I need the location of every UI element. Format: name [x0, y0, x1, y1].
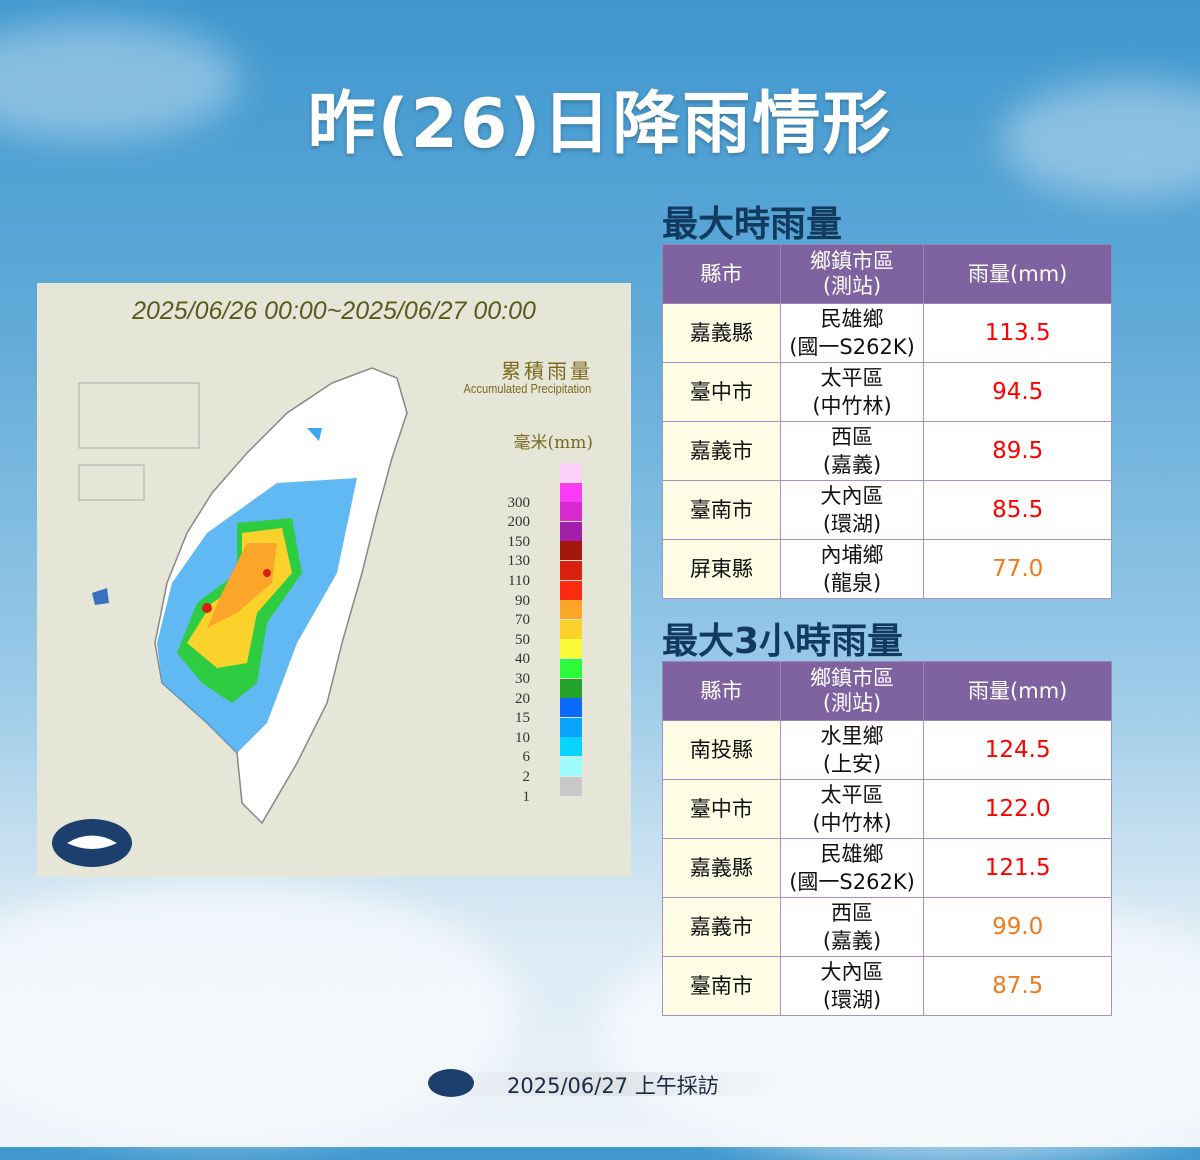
legend-swatch	[560, 580, 582, 600]
legend-tick: 110	[508, 573, 530, 589]
legend-tick: 15	[515, 710, 530, 727]
station-cell: 水里鄉 (上安)	[779, 720, 925, 780]
county-cell: 嘉義縣	[662, 303, 781, 363]
table-row: 嘉義市 西區 (嘉義) 99.0	[662, 897, 1112, 957]
legend-tick: 70	[515, 612, 530, 629]
legend-swatch	[560, 541, 582, 561]
rainfall-map: 2025/06/26 00:00~2025/06/27 00:00 累積雨量 A…	[37, 283, 631, 877]
legend-swatch	[560, 502, 582, 522]
rainfall-value: 77.0	[923, 539, 1112, 599]
legend-swatch	[560, 678, 582, 698]
table-header: 縣市 鄉鎮市區 (測站) 雨量(mm)	[662, 661, 1112, 721]
legend-swatch	[560, 619, 582, 639]
table-row: 臺南市 大內區 (環湖) 87.5	[662, 956, 1112, 1016]
legend-swatch	[560, 521, 582, 541]
county-cell: 屏東縣	[662, 539, 781, 599]
legend-tick: 2	[522, 769, 531, 785]
legend-swatch	[560, 698, 582, 718]
rainfall-value: 121.5	[923, 838, 1112, 898]
county-cell: 嘉義縣	[662, 838, 781, 898]
county-cell: 嘉義市	[662, 421, 781, 481]
legend-swatch	[560, 561, 582, 580]
map-date-range: 2025/06/26 00:00~2025/06/27 00:00	[132, 297, 536, 325]
legend-tick: 10	[515, 729, 530, 746]
legend-swatch	[560, 717, 582, 737]
station-cell: 西區 (嘉義)	[779, 421, 925, 481]
county-cell: 臺南市	[662, 956, 781, 1016]
county-cell: 嘉義市	[662, 897, 781, 957]
legend-title: 累積雨量	[501, 359, 593, 383]
rainfall-value: 99.0	[923, 897, 1112, 957]
legend-tick: 50	[515, 631, 530, 648]
legend-tick: 40	[515, 651, 530, 668]
station-cell: 大內區 (環湖)	[779, 956, 925, 1016]
table-row: 嘉義縣 民雄鄉 (國一S262K) 113.5	[662, 303, 1112, 363]
station-cell: 西區 (嘉義)	[779, 897, 925, 957]
station-cell: 太平區 (中竹林)	[779, 362, 925, 422]
county-cell: 臺中市	[662, 362, 781, 422]
county-cell: 臺南市	[662, 480, 781, 540]
table-row: 臺中市 太平區 (中竹林) 94.5	[662, 362, 1112, 422]
table2-title: 最大3小時雨量	[662, 621, 904, 662]
table-row: 臺中市 太平區 (中竹林) 122.0	[662, 779, 1112, 839]
legend-tick: 150	[507, 533, 531, 550]
table-row: 嘉義縣 民雄鄉 (國一S262K) 121.5	[662, 838, 1112, 898]
legend-tick: 6	[522, 749, 531, 766]
table-row: 臺南市 大內區 (環湖) 85.5	[662, 480, 1112, 540]
rainfall-value: 122.0	[923, 779, 1112, 839]
legend-swatch	[560, 639, 582, 659]
column-header: 鄉鎮市區 (測站)	[779, 244, 925, 304]
legend-tick: 300	[507, 494, 531, 511]
legend-swatch	[560, 482, 582, 502]
legend-tick: 20	[515, 690, 530, 707]
rainfall-value: 113.5	[923, 303, 1112, 363]
station-cell: 大內區 (環湖)	[779, 480, 925, 540]
taiwan-map	[52, 367, 408, 867]
rainfall-value: 89.5	[923, 421, 1112, 481]
legend-tick: 30	[515, 671, 530, 687]
station-cell: 民雄鄉 (國一S262K)	[779, 303, 925, 363]
county-cell: 南投縣	[662, 720, 781, 780]
rainfall-value: 124.5	[923, 720, 1112, 780]
cwa-logo-icon	[428, 1069, 474, 1097]
column-header: 雨量(mm)	[923, 661, 1112, 721]
page-title: 昨(26)日降雨情形	[307, 85, 893, 164]
rainfall-value: 85.5	[923, 480, 1112, 540]
column-header: 縣市	[662, 244, 781, 304]
legend-tick: 200	[507, 514, 531, 531]
legend-swatch	[560, 737, 582, 757]
max-3hour-rain-table: 縣市 鄉鎮市區 (測站) 雨量(mm) 南投縣 水里鄉 (上安) 124.5 臺中市…	[662, 661, 1112, 1016]
legend-swatch	[560, 600, 582, 620]
rainfall-value: 87.5	[923, 956, 1112, 1016]
footer: 2025/06/27 上午採訪	[400, 1069, 802, 1098]
station-cell: 民雄鄉 (國一S262K)	[779, 838, 925, 898]
legend-tick: 90	[515, 592, 530, 609]
legend-tick: 1	[522, 788, 531, 805]
column-header: 雨量(mm)	[923, 244, 1112, 304]
station-cell: 太平區 (中竹林)	[779, 779, 925, 839]
legend-tick: 130	[507, 553, 531, 570]
legend-swatch	[560, 463, 582, 482]
table-row: 嘉義市 西區 (嘉義) 89.5	[662, 421, 1112, 481]
legend-subtitle: Accumulated Precipitation	[463, 381, 591, 396]
county-cell: 臺中市	[662, 779, 781, 839]
table1-title: 最大時雨量	[662, 204, 843, 245]
legend-unit: 毫米(mm)	[513, 433, 593, 453]
max-hourly-rain-table: 縣市 鄉鎮市區 (測站) 雨量(mm) 嘉義縣 民雄鄉 (國一S262K) 113.…	[662, 244, 1112, 599]
legend-swatch	[560, 757, 582, 776]
rainfall-value: 94.5	[923, 362, 1112, 422]
footer-date: 2025/06/27 上午採訪	[507, 1074, 719, 1098]
table-row: 南投縣 水里鄉 (上安) 124.5	[662, 720, 1112, 780]
table-header: 縣市 鄉鎮市區 (測站) 雨量(mm)	[662, 244, 1112, 304]
table-row: 屏東縣 內埔鄉 (龍泉) 77.0	[662, 539, 1112, 599]
legend-swatch	[560, 659, 582, 678]
column-header: 縣市	[662, 661, 781, 721]
legend-swatch	[560, 776, 582, 796]
column-header: 鄉鎮市區 (測站)	[779, 661, 925, 721]
station-cell: 內埔鄉 (龍泉)	[779, 539, 925, 599]
